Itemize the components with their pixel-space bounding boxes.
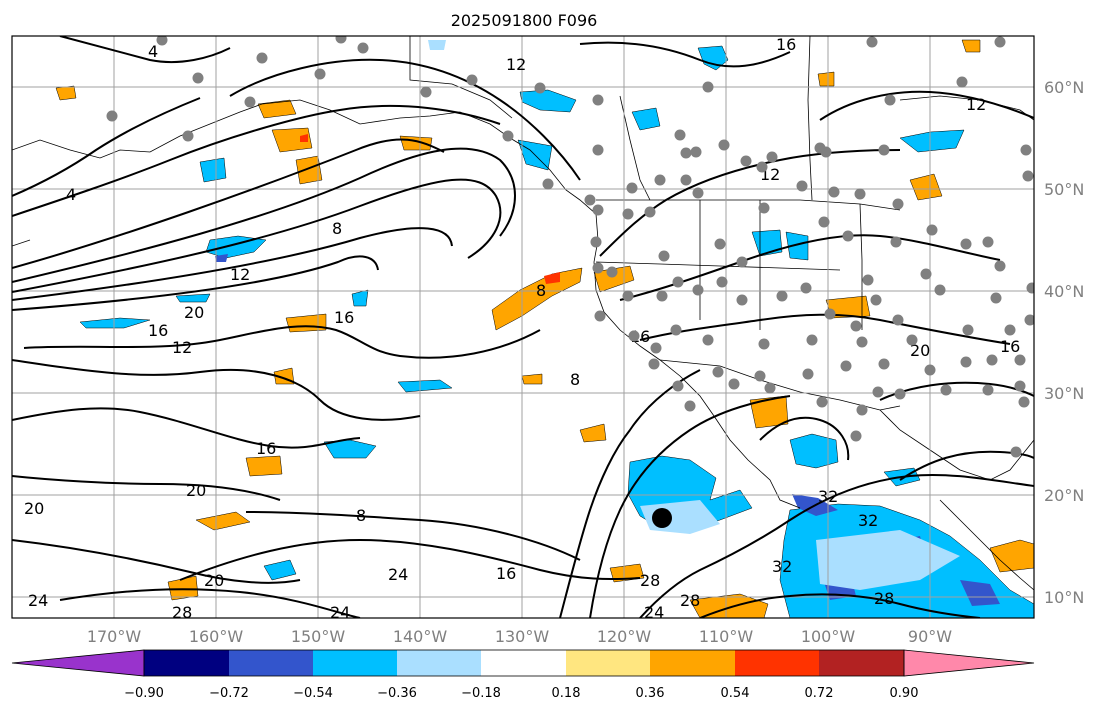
lat-label: 10°N — [1044, 588, 1084, 607]
contour-label: 16 — [776, 35, 796, 54]
contour-label: 8 — [356, 506, 366, 525]
shade-blobs-red — [300, 134, 560, 284]
colorbar-segment — [819, 650, 904, 676]
longitude-labels: 170°W 160°W 150°W 140°W 130°W 120°W 110°… — [87, 627, 952, 646]
contour-label: 16 — [496, 564, 516, 583]
colorbar-tick-label: 0.18 — [552, 686, 581, 701]
contour-label: 24 — [330, 603, 350, 622]
contour-label: 32 — [818, 487, 838, 506]
colorbar-under-arrow — [11, 649, 145, 677]
contour-label: 16 — [148, 321, 168, 340]
colorbar-frame — [143, 649, 905, 677]
contour-label: 12 — [966, 95, 986, 114]
contour-label: 28 — [680, 591, 700, 610]
colorbar-segment — [735, 650, 819, 676]
contour-label: 8 — [570, 370, 580, 389]
lon-label: 110°W — [699, 627, 754, 646]
colorbar-tick-label: −0.18 — [461, 686, 501, 701]
contour-label: 24 — [28, 591, 48, 610]
contour-label: 24 — [644, 603, 664, 622]
contour-label: 32 — [858, 511, 878, 530]
contour-label: 24 — [388, 565, 408, 584]
colorbar-over-arrow — [903, 649, 1035, 677]
lon-label: 90°W — [908, 627, 952, 646]
colorbar-tick-label: 0.54 — [721, 686, 750, 701]
contour-label: 20 — [204, 571, 224, 590]
contour-labels: 4 4 8 8 8 8 12 12 12 12 12 16 16 16 16 1… — [24, 35, 1020, 622]
colorbar-segment — [144, 650, 229, 676]
lon-label: 170°W — [87, 627, 142, 646]
lat-label: 30°N — [1044, 384, 1084, 403]
contour-label: 28 — [640, 571, 660, 590]
lat-label: 50°N — [1044, 180, 1084, 199]
contour-label: 20 — [184, 303, 204, 322]
colorbar-tick-label: −0.36 — [377, 686, 417, 701]
colorbar: −0.90 −0.72 −0.54 −0.36 −0.18 0.18 0.36 … — [11, 649, 1035, 701]
colorbar-tick-labels: −0.90 −0.72 −0.54 −0.36 −0.18 0.18 0.36 … — [124, 686, 918, 701]
contour-label: 16 — [1000, 337, 1020, 356]
colorbar-segment — [650, 650, 735, 676]
contour-label: 20 — [24, 499, 44, 518]
contour-label: 12 — [506, 55, 526, 74]
lon-label: 100°W — [801, 627, 856, 646]
lon-label: 160°W — [189, 627, 244, 646]
colorbar-segment — [397, 650, 481, 676]
storm-center-marker — [652, 508, 672, 528]
contour-label: 8 — [332, 219, 342, 238]
contour-label: 16 — [334, 308, 354, 327]
colorbar-segment — [566, 650, 650, 676]
contour-label: 32 — [772, 557, 792, 576]
colorbar-tick-label: −0.90 — [124, 686, 164, 701]
contour-label: 16 — [256, 439, 276, 458]
contour-label: 28 — [874, 589, 894, 608]
lon-label: 150°W — [291, 627, 346, 646]
colorbar-segment — [313, 650, 397, 676]
contour-label: 4 — [66, 185, 76, 204]
shade-blobs-orange — [55, 39, 1034, 618]
contour-label: 4 — [148, 42, 158, 61]
colorbar-tick-label: 0.36 — [636, 686, 665, 701]
lon-label: 120°W — [597, 627, 652, 646]
station-dots — [106, 36, 1034, 458]
contour-label: 28 — [172, 603, 192, 622]
lat-label: 60°N — [1044, 78, 1084, 97]
contour-label: 12 — [230, 265, 250, 284]
map-panel: 4 4 8 8 8 8 12 12 12 12 12 16 16 16 16 1… — [12, 35, 1034, 622]
map-title: 2025091800 F096 — [451, 11, 598, 30]
colorbar-segment — [481, 650, 566, 676]
map-frame — [11, 35, 1035, 619]
colorbar-tick-label: 0.72 — [805, 686, 834, 701]
lon-label: 140°W — [393, 627, 448, 646]
contour-label: 12 — [172, 338, 192, 357]
colorbar-tick-label: −0.72 — [209, 686, 249, 701]
lat-label: 40°N — [1044, 282, 1084, 301]
colorbar-tick-label: 0.90 — [890, 686, 919, 701]
latitude-labels: 60°N 50°N 40°N 30°N 20°N 10°N — [1044, 78, 1084, 607]
contour-lines — [12, 36, 1034, 618]
colorbar-tick-label: −0.54 — [293, 686, 333, 701]
contour-label: 20 — [186, 481, 206, 500]
contour-label: 8 — [536, 281, 546, 300]
contour-label: 20 — [910, 341, 930, 360]
lon-label: 130°W — [495, 627, 550, 646]
colorbar-segment — [229, 650, 313, 676]
lat-label: 20°N — [1044, 486, 1084, 505]
